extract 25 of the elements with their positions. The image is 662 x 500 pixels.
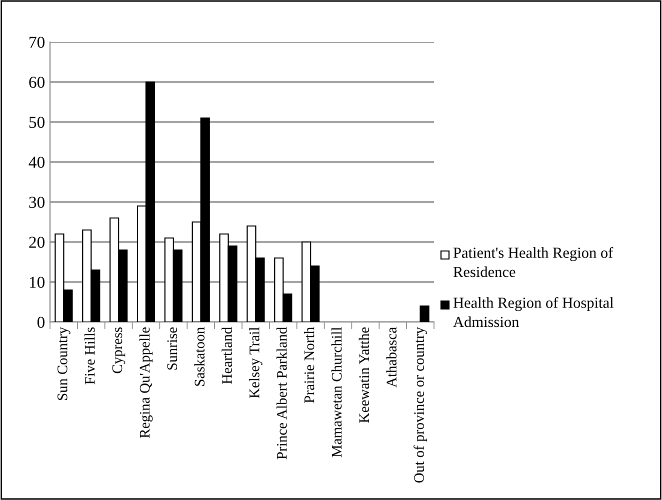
x-tick-label: Saskatoon xyxy=(194,327,205,386)
legend-label: Patient's Health Region of Residence xyxy=(453,247,614,278)
x-tick-label: Keewatin Yatthe xyxy=(358,327,370,423)
x-tick-label: Mamawetan Churchill xyxy=(331,327,342,458)
x-tick-label: Cypress xyxy=(112,327,126,374)
legend-label: Health Region of Hospital Admission xyxy=(453,297,614,328)
y-tick-label: 30 xyxy=(29,196,45,208)
x-tick-label: Prairie North xyxy=(304,327,314,403)
x-tick-label: Five Hills xyxy=(84,327,95,384)
y-tick-label: 60 xyxy=(29,76,45,88)
x-tick-label: Regina Qu'Appelle xyxy=(139,327,153,438)
y-tick-label: 50 xyxy=(29,116,45,128)
x-tick-label: Sunrise xyxy=(167,327,178,370)
x-tick-label: Athabasca xyxy=(386,327,397,388)
y-tick-label: 70 xyxy=(30,36,45,48)
x-tick-label: Kelsey Trail xyxy=(249,327,262,398)
x-tick-label: Out of province or country xyxy=(414,326,427,483)
bar xyxy=(420,305,430,322)
y-tick-label: 40 xyxy=(28,156,45,168)
x-tick-label: Prince Albert Parkland xyxy=(276,327,287,460)
y-tick-label: 20 xyxy=(29,236,45,248)
y-tick-label: 10 xyxy=(30,276,45,288)
y-tick-label: 0 xyxy=(37,316,45,328)
x-tick-label: Heartland xyxy=(222,327,232,384)
x-tick-label: Sun Country xyxy=(58,326,70,400)
